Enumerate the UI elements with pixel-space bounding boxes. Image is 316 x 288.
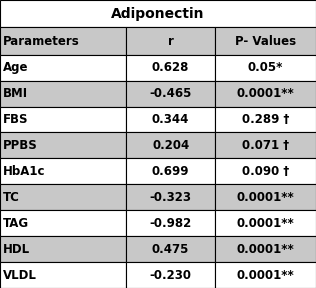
Bar xyxy=(0,210,126,236)
Bar xyxy=(126,55,215,81)
Bar xyxy=(0,262,126,288)
Bar xyxy=(215,262,316,288)
Text: HbA1c: HbA1c xyxy=(3,165,45,178)
Text: -0.323: -0.323 xyxy=(150,191,191,204)
Text: PPBS: PPBS xyxy=(3,139,37,152)
Text: 0.0001**: 0.0001** xyxy=(237,242,294,256)
Bar xyxy=(0,81,126,107)
Bar xyxy=(126,81,215,107)
Bar xyxy=(215,27,316,55)
Text: 0.699: 0.699 xyxy=(152,165,189,178)
Text: TC: TC xyxy=(3,191,19,204)
Bar xyxy=(0,27,126,55)
Bar xyxy=(0,158,126,184)
Bar xyxy=(0,55,126,81)
Bar xyxy=(215,210,316,236)
Text: 0.0001**: 0.0001** xyxy=(237,191,294,204)
Text: 0.475: 0.475 xyxy=(152,242,189,256)
Bar xyxy=(126,236,215,262)
Text: -0.230: -0.230 xyxy=(150,268,191,282)
Bar xyxy=(215,132,316,158)
Bar xyxy=(126,210,215,236)
Bar xyxy=(215,184,316,210)
Text: VLDL: VLDL xyxy=(3,268,36,282)
Text: 0.344: 0.344 xyxy=(152,113,189,126)
Text: BMI: BMI xyxy=(3,87,28,100)
Bar xyxy=(0,236,126,262)
Bar xyxy=(215,55,316,81)
Text: HDL: HDL xyxy=(3,242,30,256)
Text: 0.289 †: 0.289 † xyxy=(242,113,289,126)
Bar xyxy=(0,132,126,158)
Text: -0.465: -0.465 xyxy=(149,87,192,100)
Text: 0.071 †: 0.071 † xyxy=(242,139,289,152)
Text: Age: Age xyxy=(3,61,28,74)
Text: 0.0001**: 0.0001** xyxy=(237,217,294,230)
Bar xyxy=(215,158,316,184)
Text: Adiponectin: Adiponectin xyxy=(111,7,205,21)
Bar xyxy=(126,158,215,184)
Text: -0.982: -0.982 xyxy=(149,217,192,230)
Bar xyxy=(215,236,316,262)
Text: r: r xyxy=(168,35,173,48)
Bar xyxy=(0,184,126,210)
Text: 0.090 †: 0.090 † xyxy=(242,165,289,178)
Bar xyxy=(126,107,215,132)
Text: 0.204: 0.204 xyxy=(152,139,189,152)
Bar xyxy=(215,81,316,107)
Text: TAG: TAG xyxy=(3,217,29,230)
Bar xyxy=(126,132,215,158)
Bar xyxy=(126,262,215,288)
Text: 0.0001**: 0.0001** xyxy=(237,87,294,100)
Text: 0.628: 0.628 xyxy=(152,61,189,74)
Text: 0.0001**: 0.0001** xyxy=(237,268,294,282)
Bar xyxy=(126,184,215,210)
Bar xyxy=(0,0,316,27)
Bar xyxy=(126,27,215,55)
Bar xyxy=(0,107,126,132)
Text: FBS: FBS xyxy=(3,113,28,126)
Text: 0.05*: 0.05* xyxy=(248,61,283,74)
Text: Parameters: Parameters xyxy=(3,35,79,48)
Text: P- Values: P- Values xyxy=(235,35,296,48)
Bar xyxy=(215,107,316,132)
